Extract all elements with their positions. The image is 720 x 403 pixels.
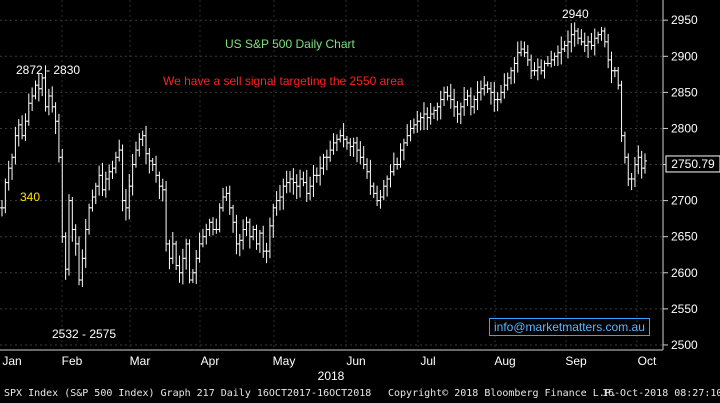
annotation-left-level: 340 xyxy=(20,190,40,204)
footer-right: 16-Oct-2018 08:27:10 xyxy=(602,388,720,399)
x-tick-label: May xyxy=(273,354,296,368)
x-tick-label: Oct xyxy=(638,354,657,368)
bloomberg-footer: SPX Index (S&P 500 Index) Graph 217 Dail… xyxy=(0,385,720,403)
chart-subtitle: We have a sell signal targeting the 2550… xyxy=(163,74,404,88)
x-tick-label: Sep xyxy=(565,354,587,368)
x-tick-label: Feb xyxy=(62,354,83,368)
annotation-feb-low: 2532 - 2575 xyxy=(52,327,116,341)
footer-left: SPX Index (S&P 500 Index) Graph 217 Dail… xyxy=(4,388,372,399)
annotation-jan-high: 2872 - 2830 xyxy=(16,63,80,77)
last-price-label: 2750.79 xyxy=(671,157,715,171)
y-tick-label: 2700 xyxy=(671,194,698,208)
ohlc-bar xyxy=(643,153,647,174)
chart-title: US S&P 500 Daily Chart xyxy=(225,37,356,51)
y-tick-label: 2900 xyxy=(671,49,698,63)
x-tick-label: Jun xyxy=(346,354,365,368)
x-tick-label: Jan xyxy=(2,354,21,368)
x-year-label: 2018 xyxy=(318,369,345,383)
y-tick-label: 2650 xyxy=(671,230,698,244)
x-axis: Jan Feb Mar Apr May Jun Jul Aug Sep Oct xyxy=(2,354,657,368)
y-tick-label: 2800 xyxy=(671,121,698,135)
price-chart: 2500255026002650270027502800285029002950… xyxy=(0,0,720,385)
y-tick-label: 2600 xyxy=(671,266,698,280)
gridlines xyxy=(0,0,663,350)
y-tick-label: 2850 xyxy=(671,85,698,99)
y-tick-label: 2500 xyxy=(671,338,698,352)
y-tick-label: 2550 xyxy=(671,302,698,316)
x-tick-label: Mar xyxy=(130,354,151,368)
x-tick-label: Aug xyxy=(494,354,515,368)
last-price-marker: 2750.79 xyxy=(665,155,720,173)
contact-email-box[interactable]: info@marketmatters.com.au xyxy=(489,318,650,336)
x-tick-label: Jul xyxy=(420,354,435,368)
y-tick-label: 2950 xyxy=(671,13,698,27)
footer-middle: Copyright© 2018 Bloomberg Finance L.P. xyxy=(388,388,617,399)
ohlc-bars xyxy=(0,22,647,287)
annotation-sep-high: 2940 xyxy=(562,7,589,21)
x-tick-label: Apr xyxy=(201,354,220,368)
